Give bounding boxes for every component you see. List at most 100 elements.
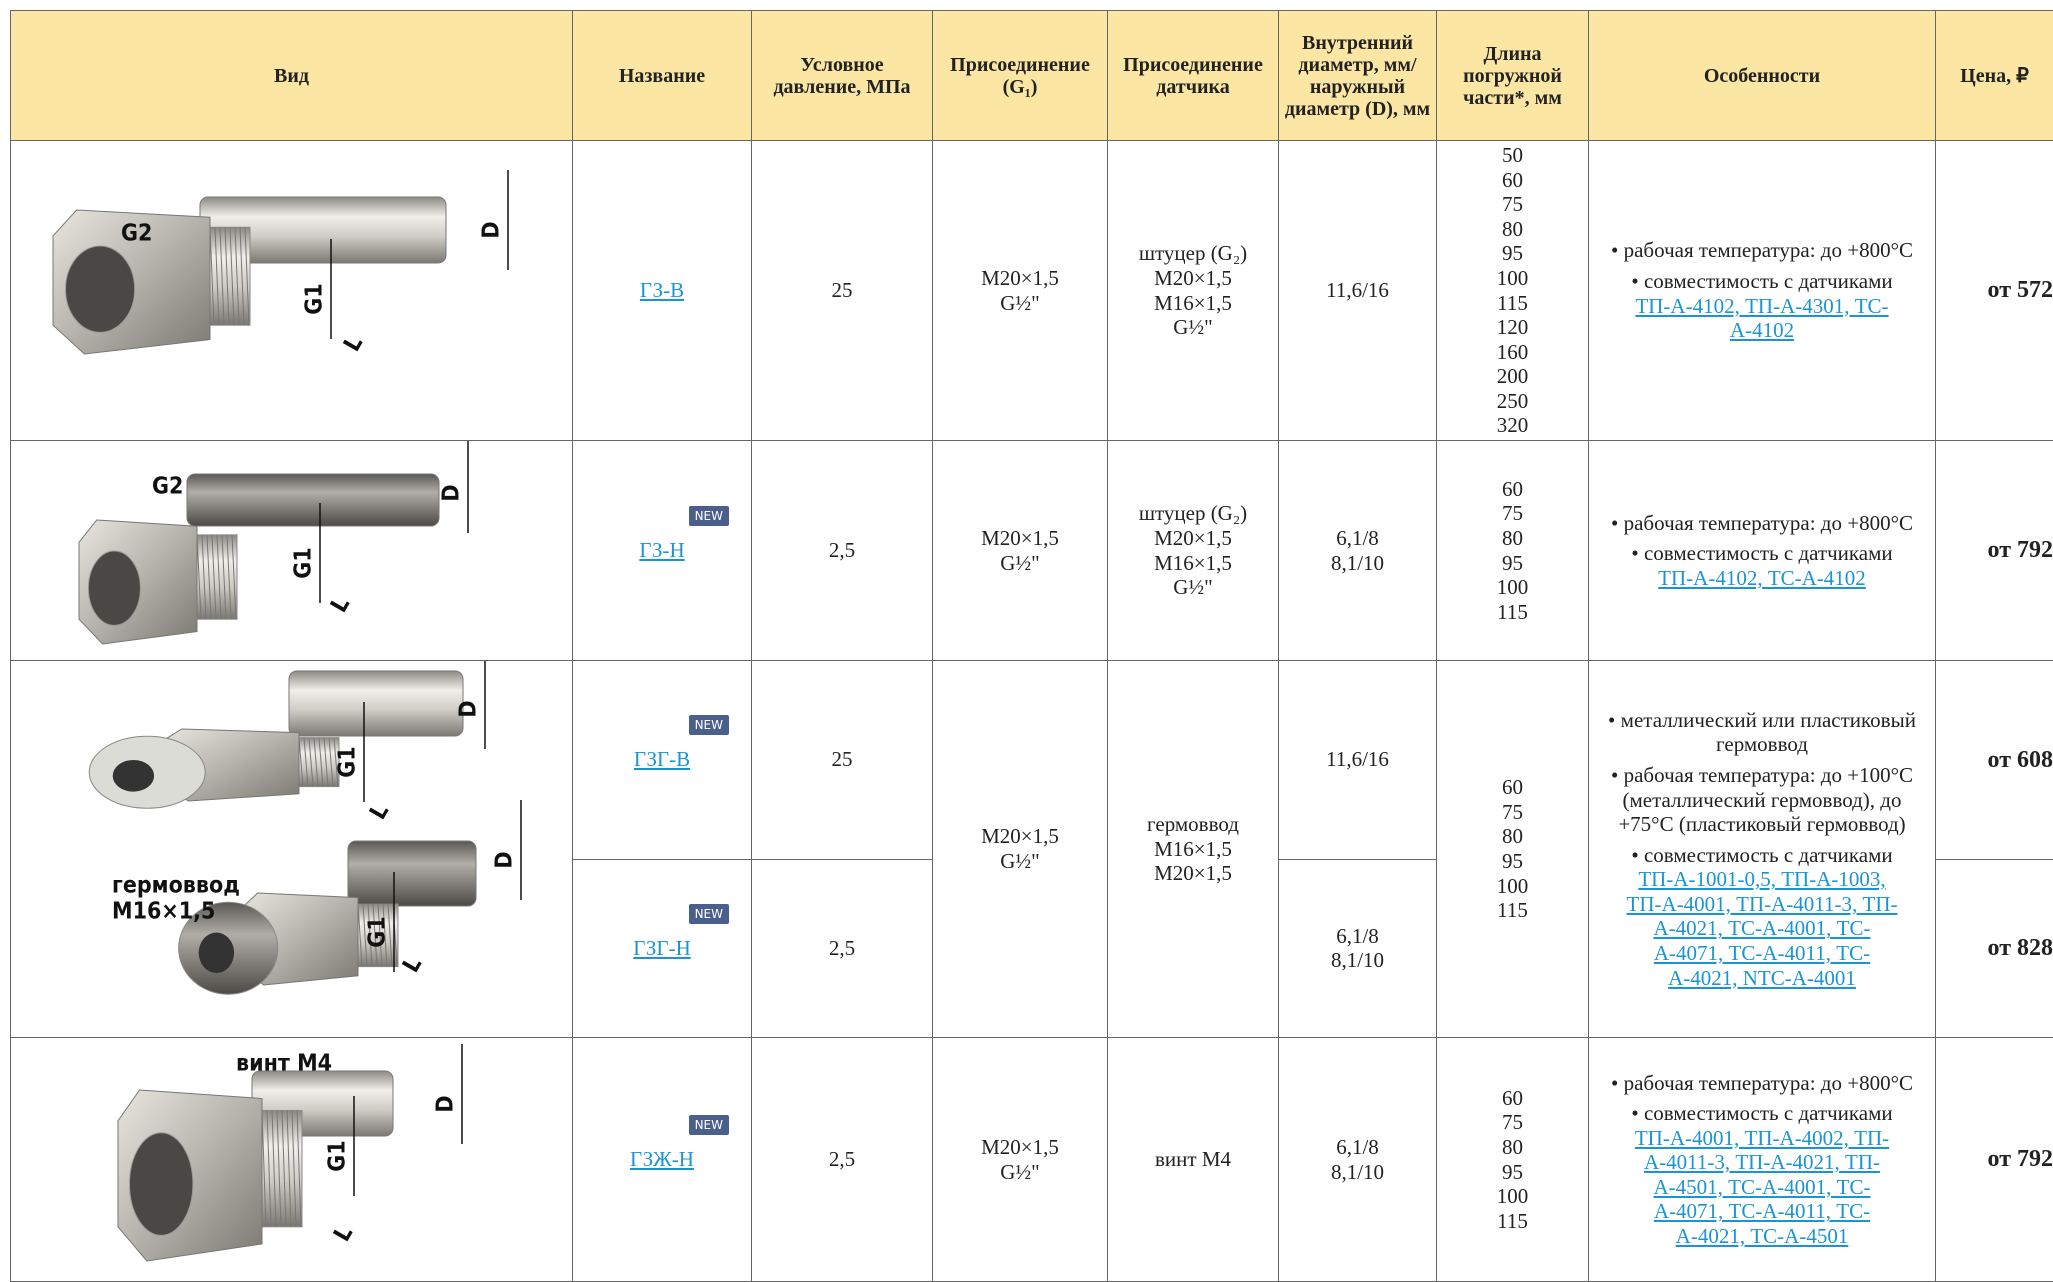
diameter-line: 8,1/10 [1283,551,1432,576]
feature-text: металлический или пластиковый гермоввод [1621,708,1916,757]
length-line: 115 [1441,898,1584,923]
sensor-links[interactable]: ТП-А-4102, ТС-А-4102 [1593,566,1931,591]
header-cell: Условное давление, МПа [752,11,933,141]
length-line: 95 [1441,241,1584,266]
length-line: 95 [1441,849,1584,874]
dimension-label: D [433,1095,459,1112]
diameter-line: 11,6/16 [1283,278,1432,303]
feature: совместимость с датчикамиТП-А-1001-0,5, … [1593,843,1931,990]
feature-text: совместимость с датчиками [1644,541,1893,565]
dimension-label: L [339,332,368,356]
pressure-cell: 25 [752,141,933,441]
pressure-cell: 2,5 [752,859,933,1037]
length-line: 50 [1441,143,1584,168]
length-line: 100 [1441,874,1584,899]
length-line: 75 [1441,501,1584,526]
diameter-line: 6,1/8 [1283,924,1432,949]
price-cell: от 792 [1936,441,2053,661]
tube [348,841,476,906]
price: от 608 [1988,747,2053,773]
price: от 792 [1988,1146,2053,1172]
features-cell: рабочая температура: до +800°Cсовместимо… [1589,141,1936,441]
dimension-label: M16×1,5 [112,899,215,925]
opening [88,551,140,625]
gland-hole [113,760,154,792]
connection-line: M20×1,5 [937,266,1103,291]
dimension-label: D [456,700,482,717]
price: от 572 [1988,277,2053,303]
dimension-label: L [329,1222,358,1246]
dimension-label: G1 [325,1140,351,1171]
diameter-line: 8,1/10 [1283,948,1432,973]
diameter-line: 11,6/16 [1283,747,1432,772]
sensor-line: M20×1,5 [1112,266,1274,291]
product-name[interactable]: ГЗГ-Н [633,936,690,960]
feature-text: совместимость с датчиками [1644,843,1893,867]
dimension-label: G1 [302,283,328,314]
connection-line: M20×1,5 [937,1135,1103,1160]
pressure: 25 [832,747,853,771]
name-cell: NEW ГЗЖ-Н [573,1038,752,1282]
product-name[interactable]: ГЗ-Н [639,538,684,562]
dimension-label: гермоввод [112,873,240,899]
sensor-line: M20×1,5 [1112,861,1274,886]
connection-line: G½" [937,551,1103,576]
feature: рабочая температура: до +800°C [1593,1071,1931,1096]
header-cell: Присоединение датчика [1108,11,1279,141]
header-cell: Присоединение (G₁) [933,11,1108,141]
price: от 792 [1988,537,2053,563]
length-line: 160 [1441,340,1584,365]
length-line: 250 [1441,389,1584,414]
dimension-label: G1 [291,547,317,578]
product-name[interactable]: ГЗ-В [640,278,684,302]
dimension-label: D [439,484,465,501]
tube [289,671,463,736]
price-cell: от 608 [1936,661,2053,860]
price-cell: от 572 [1936,141,2053,441]
sensor-links[interactable]: ТП-А-1001-0,5, ТП-А-1003, ТП-А-4001, ТП-… [1593,867,1931,990]
dimension-label: D [479,221,505,238]
sensor-links[interactable]: ТП-А-4102, ТП-А-4301, ТС-А-4102 [1593,294,1931,343]
product-name[interactable]: ГЗГ-В [634,747,690,771]
sensor-links[interactable]: ТП-А-4001, ТП-А-4002, ТП-А-4011-3, ТП-А-… [1593,1126,1931,1249]
length-line: 60 [1441,1086,1584,1111]
dimension-label: L [398,953,427,977]
dimension-label: G2 [121,221,152,247]
header-cell: Особенности [1589,11,1936,141]
length-line: 95 [1441,551,1584,576]
length-line: 320 [1441,413,1584,438]
sensor-cell: винт M4 [1108,1038,1279,1282]
feature-text: рабочая температура: до +100°C (металлич… [1618,763,1913,836]
sensor-line: M20×1,5 [1112,526,1274,551]
diameter-cell: 11,6/16 [1279,661,1437,860]
length-line: 115 [1441,291,1584,316]
pressure-cell: 25 [752,661,933,860]
product-image: G2 D G1 L [11,141,573,440]
sensor-line: G½" [1112,315,1274,340]
product-name[interactable]: ГЗЖ-Н [630,1147,694,1171]
length-line: 60 [1441,477,1584,502]
connection-line: M20×1,5 [937,824,1103,849]
length-line: 80 [1441,824,1584,849]
new-badge: NEW [689,1115,729,1135]
length-line: 75 [1441,800,1584,825]
new-badge: NEW [689,904,729,924]
length-line: 60 [1441,168,1584,193]
header-cell: Название [573,11,752,141]
